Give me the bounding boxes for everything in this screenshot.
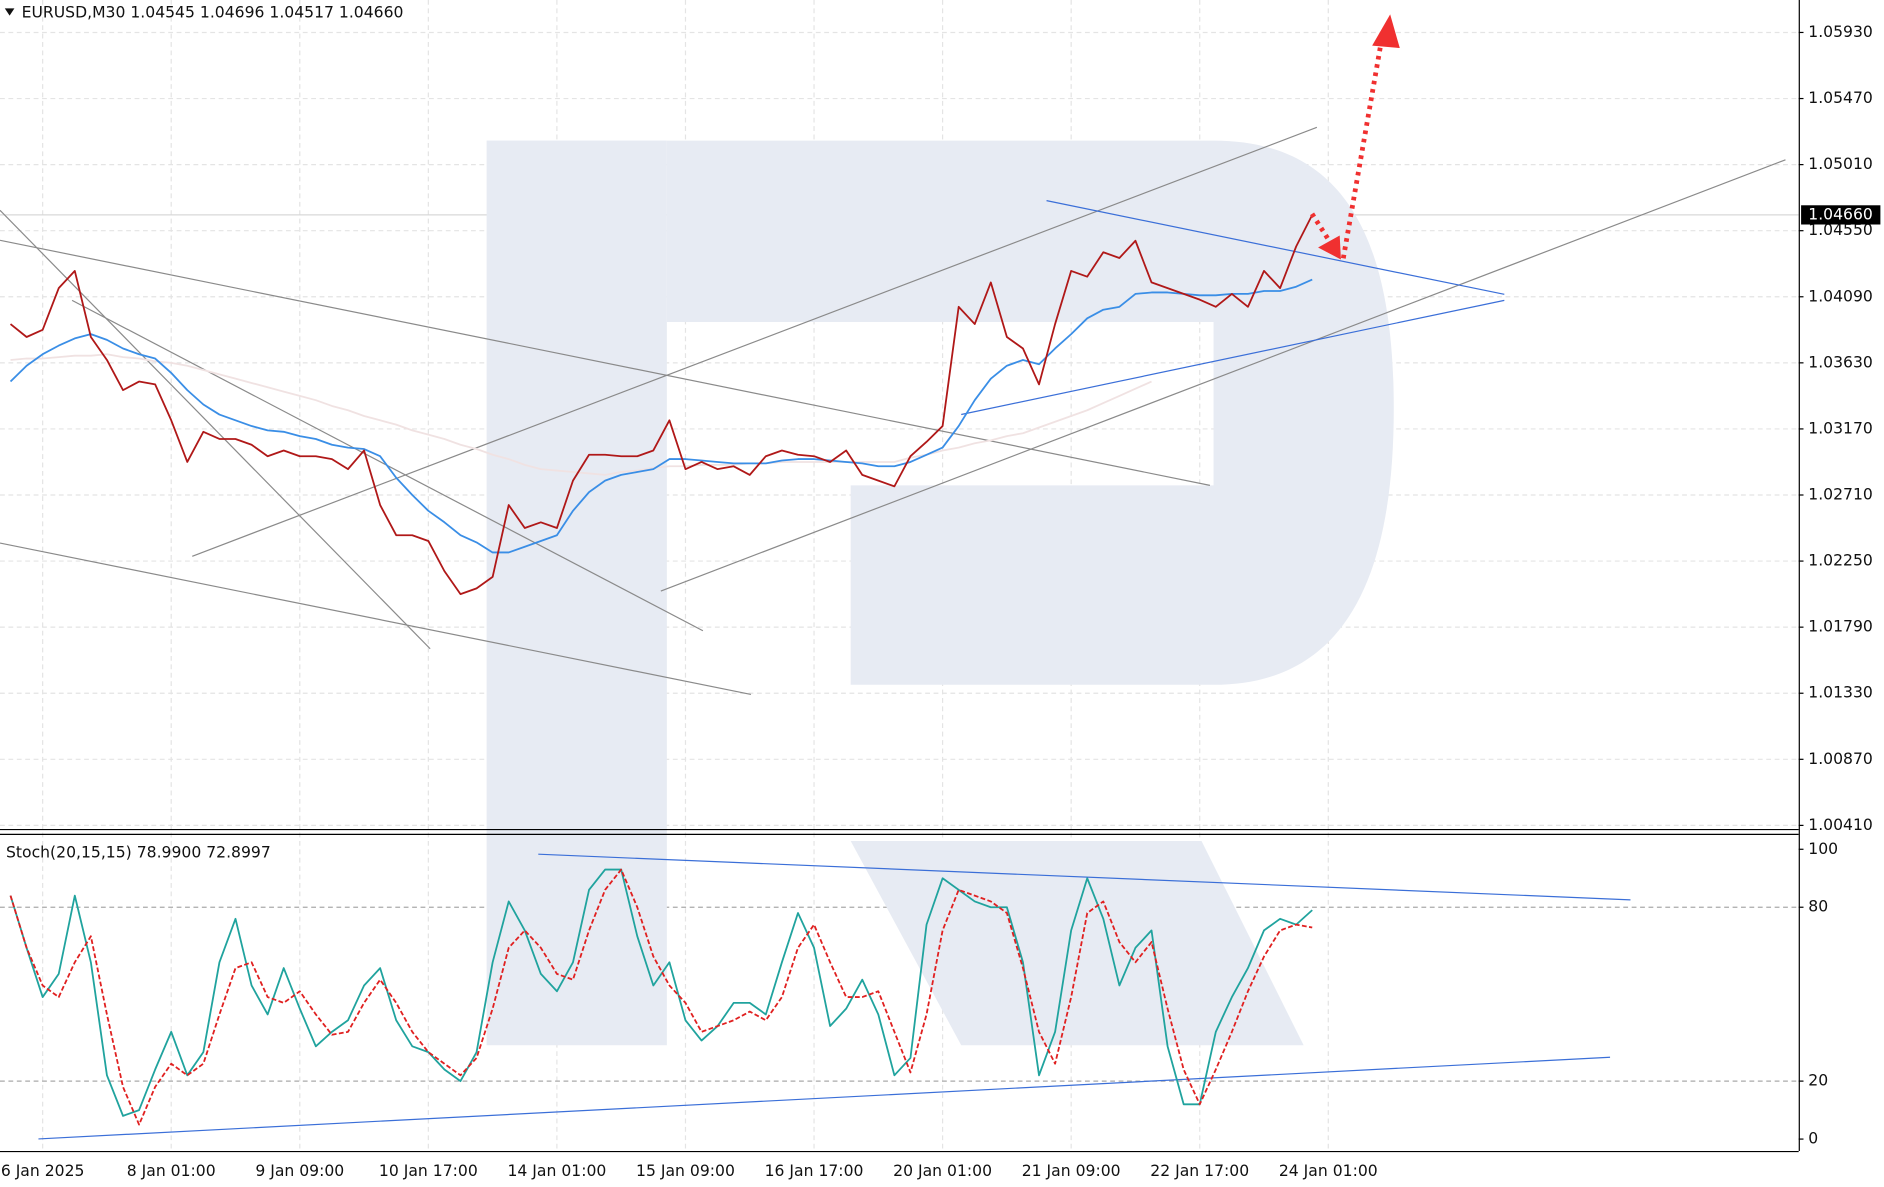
last-price-box — [1801, 205, 1881, 225]
x-tick-label: 16 Jan 17:00 — [765, 1162, 864, 1180]
series-line — [9, 868, 1313, 1117]
trend-line — [192, 126, 1318, 557]
series-layer — [9, 214, 1314, 1126]
x-tick-label: 15 Jan 09:00 — [636, 1162, 735, 1180]
stoch-trend-line — [538, 853, 1631, 901]
y-tick-label: 1.03630 — [1808, 353, 1873, 371]
y-tick-label: 100 — [1808, 840, 1838, 858]
y-tick-label: 1.03170 — [1808, 419, 1873, 437]
forecast-arrows — [1310, 45, 1383, 259]
series-line — [10, 353, 1152, 476]
y-tick-label: 0 — [1808, 1130, 1818, 1148]
frame — [0, 0, 1800, 1153]
forecast-arrow-down — [1310, 212, 1331, 242]
y-tick-label: 80 — [1808, 898, 1828, 916]
y-tick-label: 1.04090 — [1808, 287, 1873, 305]
y-tick-label: 1.05930 — [1808, 23, 1873, 41]
x-tick-label: 22 Jan 17:00 — [1150, 1162, 1249, 1180]
triangle-line — [961, 299, 1505, 416]
y-tick-label: 1.01790 — [1808, 618, 1873, 636]
y-tick-label: 1.02250 — [1808, 552, 1873, 570]
x-tick-label: 14 Jan 01:00 — [507, 1162, 606, 1180]
chart-title: EURUSD,M30 1.04545 1.04696 1.04517 1.046… — [22, 4, 404, 22]
symbol-menu-icon[interactable] — [4, 8, 15, 16]
stoch-trend-line — [38, 1056, 1611, 1140]
y-tick-label: 1.05010 — [1808, 155, 1873, 173]
series-line — [9, 214, 1314, 596]
y-tick-label: 1.01330 — [1808, 684, 1873, 702]
watermark — [486, 140, 1394, 1046]
y-tick-label: 1.04550 — [1808, 221, 1873, 239]
x-tick-label: 9 Jan 09:00 — [255, 1162, 344, 1180]
x-tick-label: 6 Jan 2025 — [1, 1162, 85, 1180]
x-tick-label: 10 Jan 17:00 — [379, 1162, 478, 1180]
watermark-bowl — [666, 140, 1394, 685]
trend-line — [0, 239, 1211, 486]
y-tick-label: 1.05470 — [1808, 89, 1873, 107]
x-tick-label: 21 Jan 09:00 — [1022, 1162, 1121, 1180]
series-line — [9, 868, 1313, 1126]
triangle-lines — [38, 200, 1631, 1140]
x-tick-label: 24 Jan 01:00 — [1279, 1162, 1378, 1180]
watermark-stem — [486, 140, 667, 1046]
y-tick-label: 20 — [1808, 1072, 1828, 1090]
trend-line — [660, 159, 1786, 592]
trend-line — [0, 542, 752, 696]
y-tick-label: 1.02710 — [1808, 486, 1873, 504]
forecast-arrow-up — [1340, 45, 1383, 259]
trend-lines — [0, 126, 1786, 696]
last-price-label: 1.04660 — [1808, 205, 1873, 223]
trend-line — [0, 209, 431, 650]
y-tick-label: 1.00410 — [1808, 816, 1873, 834]
x-tick-label: 20 Jan 01:00 — [893, 1162, 992, 1180]
y-tick-label: 1.00870 — [1808, 750, 1873, 768]
arrow-head — [1318, 235, 1341, 260]
grid-layer — [0, 0, 1799, 1151]
series-line — [9, 278, 1313, 554]
arrow-head — [1372, 14, 1400, 49]
indicator-title: Stoch(20,15,15) 78.9900 72.8997 — [6, 844, 271, 862]
triangle-line — [1046, 200, 1505, 295]
x-tick-label: 8 Jan 01:00 — [127, 1162, 216, 1180]
